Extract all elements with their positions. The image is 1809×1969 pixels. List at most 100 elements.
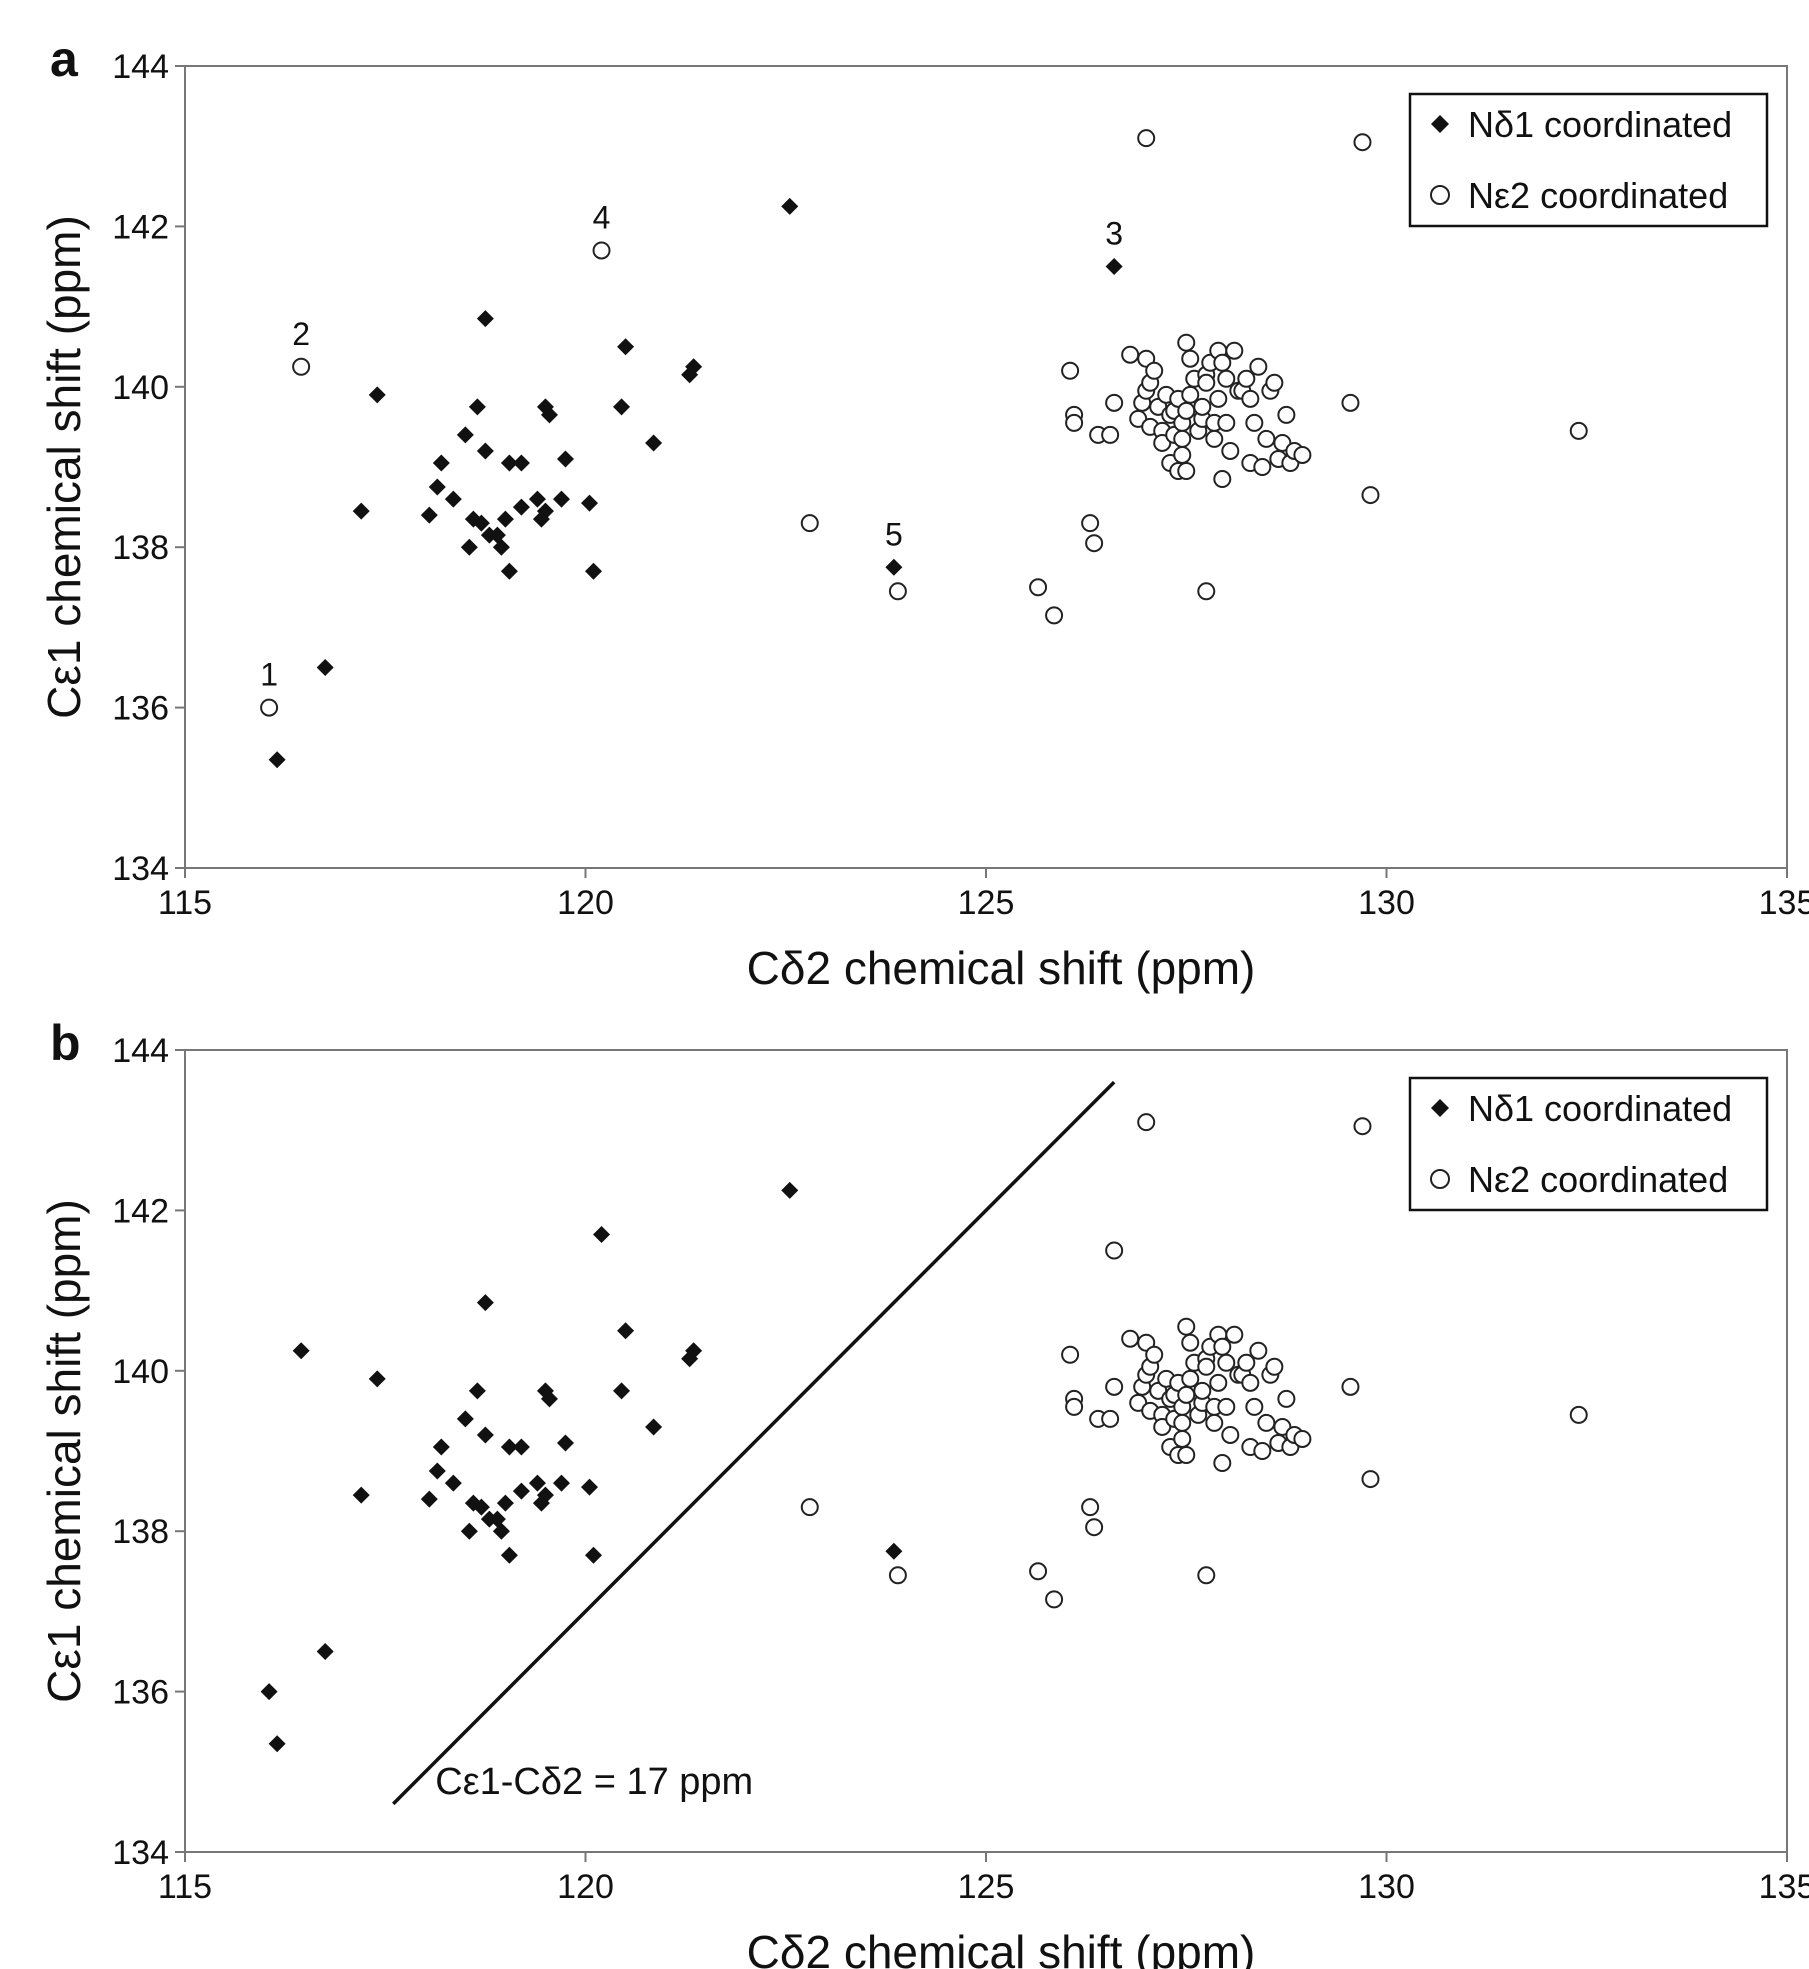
- data-point-ne2: [1045, 606, 1064, 625]
- y-tick-label: 138: [112, 529, 169, 567]
- data-point-nd1: [512, 454, 530, 472]
- data-point-ne2: [1197, 1566, 1216, 1585]
- x-tick-label: 125: [958, 1868, 1015, 1906]
- y-axis-title: Cε1 chemical shift (ppm): [38, 215, 90, 719]
- data-point-ne2: [1217, 1397, 1236, 1416]
- data-point-nd1: [536, 1486, 554, 1504]
- data-point-ne2: [1061, 1345, 1080, 1364]
- data-point-nd1: [268, 751, 286, 769]
- data-point-ne2: [1257, 429, 1276, 448]
- data-point-ne2: [260, 698, 279, 717]
- data-point-nd1: [540, 406, 558, 424]
- data-point-ne2: [1217, 369, 1236, 388]
- data-point-ne2: [1361, 486, 1380, 505]
- x-axis-title: Cδ2 chemical shift (ppm): [747, 942, 1256, 994]
- x-tick-label: 135: [1759, 884, 1809, 922]
- data-point-ne2: [1341, 393, 1360, 412]
- y-tick-label: 136: [112, 690, 169, 728]
- data-point-ne2: [1569, 1405, 1588, 1424]
- data-point-ne2: [1101, 1409, 1120, 1428]
- data-point-ne2: [1249, 357, 1268, 376]
- data-point-ne2: [1569, 421, 1588, 440]
- data-point-nd1: [500, 1546, 518, 1564]
- data-point-ne2: [1177, 1385, 1196, 1404]
- data-point-nd1: [552, 490, 570, 508]
- data-point-ne2: [1181, 349, 1200, 368]
- data-point-nd1: [1105, 258, 1123, 275]
- legend-marker-ne2: [1430, 185, 1450, 205]
- point-annotation: 2: [292, 316, 310, 352]
- data-point-nd1: [552, 1474, 570, 1492]
- data-point-ne2: [1193, 1381, 1212, 1400]
- x-tick-label: 135: [1759, 1868, 1809, 1906]
- data-point-nd1: [617, 338, 635, 356]
- y-tick-label: 136: [112, 1674, 169, 1712]
- data-point-nd1: [432, 1438, 450, 1456]
- data-point-nd1: [428, 478, 446, 496]
- data-point-nd1: [420, 506, 438, 524]
- data-point-nd1: [500, 1438, 518, 1456]
- data-point-ne2: [1213, 353, 1232, 372]
- data-point-nd1: [260, 1683, 278, 1701]
- legend-label: Nε2 coordinated: [1468, 1159, 1728, 1200]
- data-point-nd1: [472, 1498, 490, 1516]
- data-point-ne2: [1173, 445, 1192, 464]
- data-point-nd1: [460, 538, 478, 556]
- data-point-ne2: [1241, 389, 1260, 408]
- data-point-ne2: [1145, 1345, 1164, 1364]
- data-point-ne2: [1253, 1442, 1272, 1460]
- data-point-ne2: [1265, 373, 1284, 392]
- data-point-nd1: [444, 490, 462, 508]
- legend-marker-nd1: [1431, 115, 1449, 133]
- legend-box: [1408, 1076, 1769, 1212]
- data-point-ne2: [1081, 1498, 1100, 1517]
- data-point-ne2: [1085, 534, 1104, 553]
- data-point-ne2: [1029, 578, 1048, 597]
- data-point-ne2: [800, 514, 819, 533]
- data-point-nd1: [556, 1434, 574, 1452]
- data-point-ne2: [1341, 1377, 1360, 1396]
- data-point-ne2: [1253, 458, 1272, 476]
- data-point-ne2: [1353, 133, 1372, 152]
- data-point-ne2: [1293, 1429, 1312, 1448]
- data-point-ne2: [1293, 445, 1312, 464]
- data-point-ne2: [888, 582, 907, 601]
- data-point-ne2: [1217, 1353, 1236, 1372]
- data-point-ne2: [1221, 441, 1240, 460]
- y-tick-label: 140: [112, 369, 169, 407]
- data-point-nd1: [460, 1522, 478, 1540]
- data-point-ne2: [1237, 1353, 1256, 1372]
- data-point-nd1: [420, 1490, 438, 1508]
- data-point-nd1: [292, 1342, 310, 1360]
- legend-label: Nδ1 coordinated: [1468, 104, 1732, 145]
- data-point-ne2: [1193, 397, 1212, 416]
- x-tick-label: 130: [1358, 1868, 1415, 1906]
- data-point-ne2: [800, 1498, 819, 1517]
- legend-box: [1408, 92, 1769, 228]
- data-point-nd1: [685, 1342, 703, 1360]
- data-point-ne2: [1209, 1373, 1228, 1392]
- data-point-ne2: [1177, 1446, 1196, 1465]
- data-point-nd1: [645, 434, 663, 452]
- point-annotation: 5: [885, 516, 903, 552]
- data-point-ne2: [1029, 1562, 1048, 1581]
- data-point-nd1: [444, 1474, 462, 1492]
- data-point-ne2: [592, 241, 611, 260]
- data-point-nd1: [368, 386, 386, 404]
- y-tick-label: 134: [112, 1834, 169, 1872]
- data-point-nd1: [476, 1426, 494, 1444]
- panel-letter: b: [50, 1015, 81, 1071]
- data-point-ne2: [1237, 369, 1256, 388]
- legend: Nδ1 coordinated Nε2 coordinated: [1408, 1076, 1769, 1212]
- data-point-nd1: [581, 494, 599, 512]
- data-point-nd1: [512, 1438, 530, 1456]
- legend: Nδ1 coordinated Nε2 coordinated: [1408, 92, 1769, 228]
- data-point-ne2: [1277, 405, 1296, 424]
- data-point-ne2: [1137, 129, 1156, 148]
- data-point-ne2: [1173, 1413, 1192, 1432]
- panel-letter: a: [50, 31, 79, 87]
- y-tick-label: 142: [112, 208, 169, 246]
- data-point-ne2: [1197, 373, 1216, 392]
- data-point-ne2: [1085, 1518, 1104, 1537]
